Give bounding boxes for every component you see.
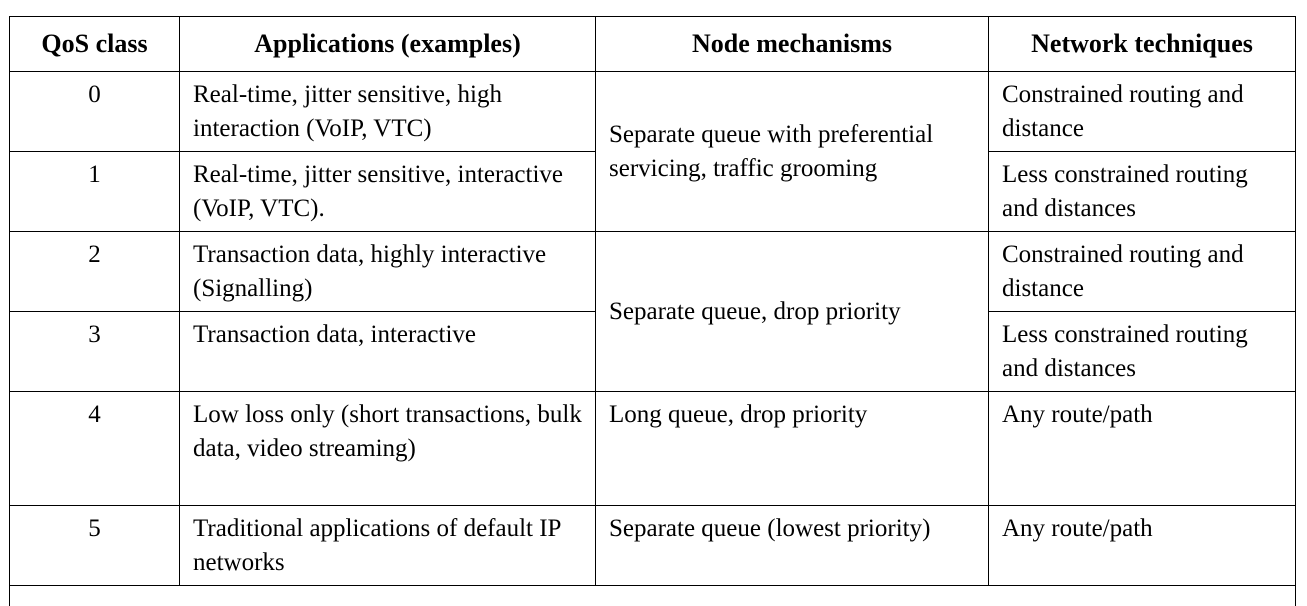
table-row: 1 Real-time, jitter sensitive, interacti… [9,151,1296,232]
applications-cell: Transaction data, highly interactive (Si… [179,231,596,312]
header-qos-class: QoS class [9,16,180,72]
applications-cell: Real-time, jitter sensitive, interactive… [179,151,596,232]
table-row: 0 Real-time, jitter sensitive, high inte… [9,71,1296,232]
node-mechanisms-cell: Separate queue (lowest priority) [595,505,989,586]
network-techniques-cell: Any route/path [988,391,1296,506]
table-row: 5 Traditional applications of default IP… [9,505,1296,586]
node-mechanisms-cell: Separate queue with preferential servici… [595,71,989,232]
network-techniques-cell: Any route/path [988,505,1296,586]
qos-class-cell: 0 [9,71,180,152]
node-mechanisms-cell: Separate queue, drop priority [595,231,989,392]
qos-class-cell: 2 [9,231,180,312]
applications-cell: Traditional applications of default IP n… [179,505,596,586]
applications-cell: Real-time, jitter sensitive, high intera… [179,71,596,152]
network-techniques-cell: Less constrained routing and distances [988,151,1296,232]
table-row: 2 Transaction data, highly interactive (… [9,231,1296,392]
qos-class-cell: 5 [9,505,180,586]
qos-class-cell: 1 [9,151,180,232]
qos-class-cell: 4 [9,391,180,506]
applications-cell: Transaction data, interactive [179,311,596,392]
network-techniques-cell: Constrained routing and distance [988,231,1296,312]
network-techniques-cell: Constrained routing and distance [988,71,1296,152]
qos-class-table: QoS class Applications (examples) Node m… [9,16,1296,606]
header-node-mechanisms: Node mechanisms [595,16,989,72]
network-techniques-cell: Less constrained routing and distances [988,311,1296,392]
applications-cell: Low loss only (short transactions, bulk … [179,391,596,506]
table-header-row: QoS class Applications (examples) Node m… [9,16,1296,72]
header-network-techniques: Network techniques [988,16,1296,72]
table-footer-cell [9,585,1296,606]
header-applications: Applications (examples) [179,16,596,72]
table-row: 4 Low loss only (short transactions, bul… [9,391,1296,506]
table-footer-row [9,585,1296,606]
qos-class-cell: 3 [9,311,180,392]
table-row: 3 Transaction data, interactive Less con… [9,311,1296,392]
node-mechanisms-cell: Long queue, drop priority [595,391,989,506]
